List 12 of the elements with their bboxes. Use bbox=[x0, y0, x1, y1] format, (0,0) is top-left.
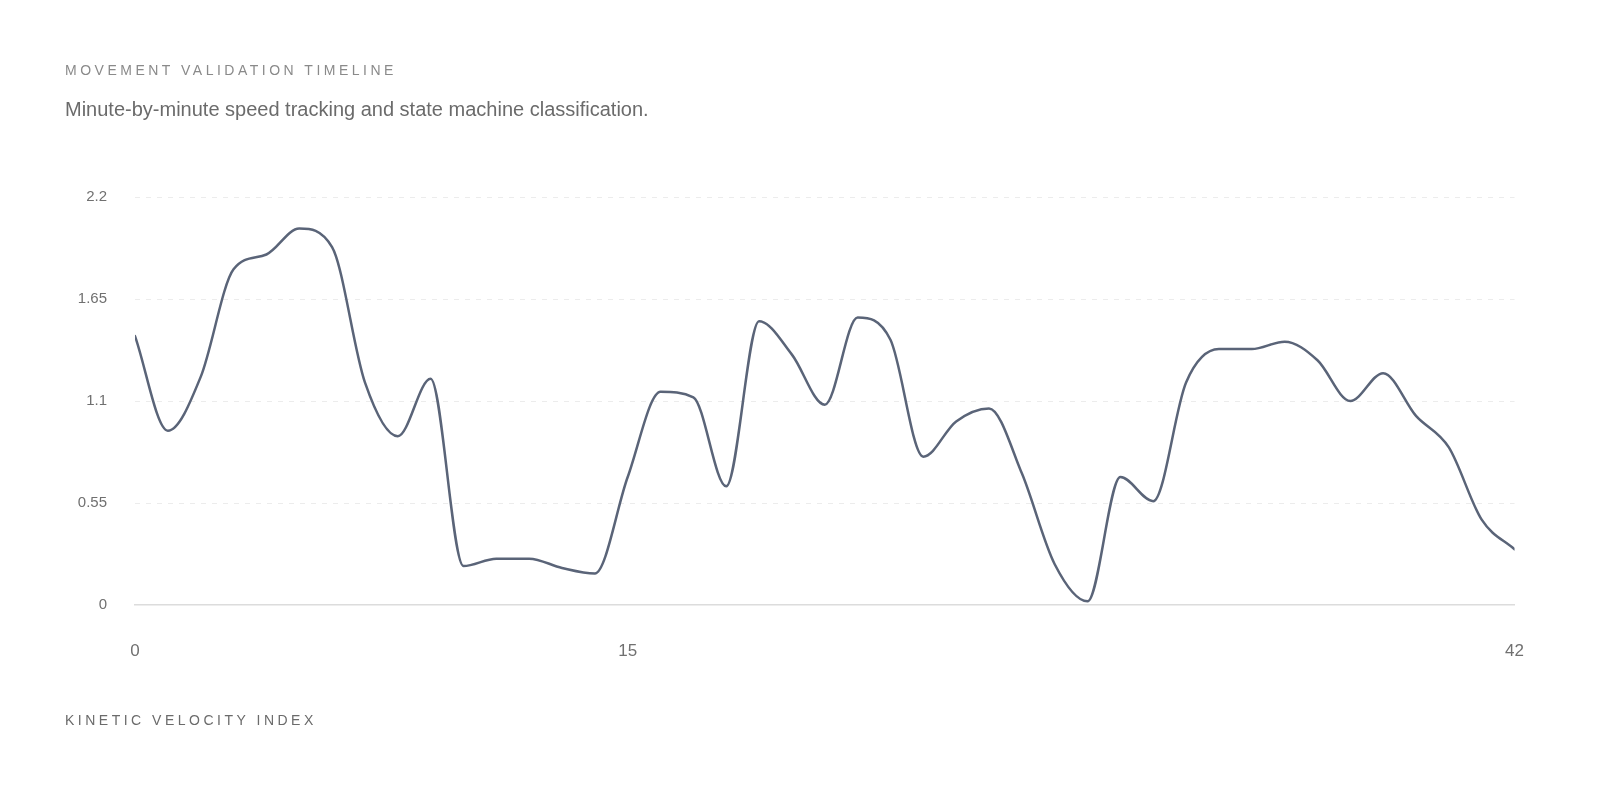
x-tick-label: 15 bbox=[618, 640, 638, 660]
x-tick-label: 0 bbox=[130, 640, 140, 660]
x-axis-title: KINETIC VELOCITY INDEX bbox=[65, 712, 317, 728]
y-tick-label: 1.65 bbox=[77, 289, 107, 307]
chart-subtitle: Minute-by-minute speed tracking and state machine classification. bbox=[65, 98, 649, 121]
y-tick-label: 0 bbox=[98, 595, 107, 613]
y-tick-label: 2.2 bbox=[86, 187, 107, 205]
line-series bbox=[135, 227, 1515, 603]
chart-title: MOVEMENT VALIDATION TIMELINE bbox=[65, 62, 397, 78]
x-tick-label: 42 bbox=[1505, 640, 1525, 660]
y-tick-label: 1.1 bbox=[86, 391, 107, 409]
y-tick-label: 0.55 bbox=[77, 493, 107, 511]
